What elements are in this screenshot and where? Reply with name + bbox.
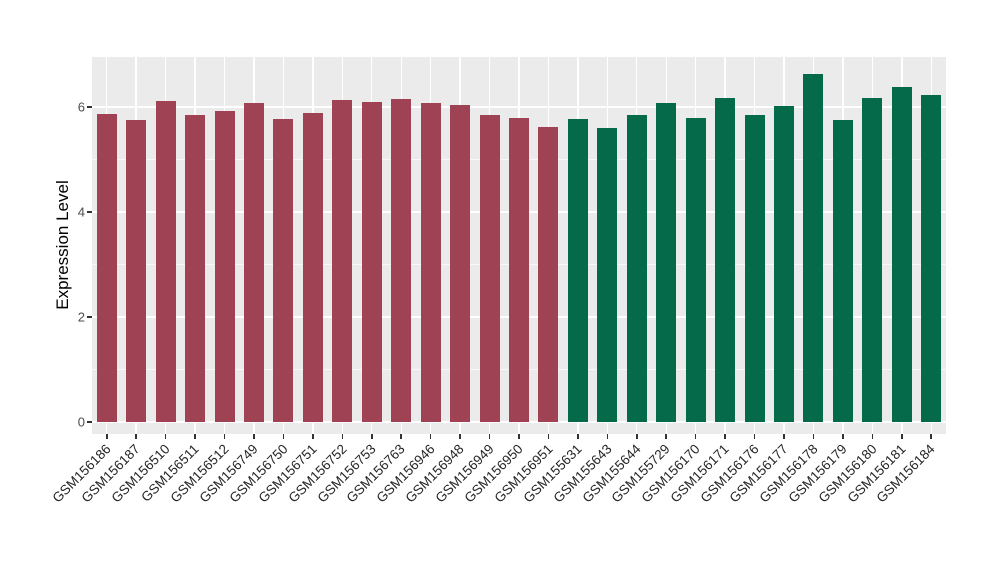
y-tick-label: 0 [77,414,85,430]
x-tick-mark [901,434,903,439]
x-tick-mark [135,434,137,439]
bar [96,113,117,422]
x-tick-mark [753,434,756,439]
x-tick-mark [724,434,726,439]
bar [214,110,235,422]
plot-panel [92,57,946,434]
x-tick-mark [635,434,638,439]
x-tick-mark [370,434,373,439]
bar [273,118,294,422]
x-tick-mark [253,434,255,439]
bar [567,119,588,422]
y-tick-label: 2 [77,309,85,325]
y-axis-title: Expression Level [53,180,72,310]
bar [332,100,353,422]
bar [803,73,824,422]
x-tick-mark [871,434,874,439]
bar [715,98,736,422]
bar [685,117,706,422]
bar [391,99,412,422]
x-tick-mark [518,434,520,439]
x-tick-mark [400,434,402,439]
x-tick-mark [282,434,285,439]
bar [921,95,942,422]
y-tick-label: 6 [77,99,85,115]
y-tick-mark [87,316,92,318]
x-tick-mark [812,434,815,439]
x-tick-mark [429,434,432,439]
x-tick-mark [783,434,785,439]
x-tick-mark [312,434,314,439]
bar [774,105,795,422]
x-tick-mark [194,434,196,439]
x-tick-mark [694,434,697,439]
x-tick-mark [930,434,933,439]
bar [656,102,677,422]
x-tick-mark [105,434,108,439]
y-tick-mark [87,421,92,423]
bar [243,102,264,422]
bar [450,105,471,422]
y-tick-mark [87,106,92,108]
x-tick-mark [488,434,491,439]
x-tick-mark [606,434,609,439]
gridline-major [92,106,946,108]
bar [626,114,647,422]
bar [862,98,883,422]
x-tick-mark [223,434,226,439]
x-tick-mark [164,434,167,439]
bar [597,128,618,422]
x-tick-mark [665,434,668,439]
x-tick-mark [341,434,344,439]
x-tick-mark [547,434,550,439]
y-tick-label: 4 [77,204,85,220]
y-tick-mark [87,211,92,213]
bar [361,101,382,422]
x-tick-mark [577,434,579,439]
bar [744,115,765,422]
x-tick-mark [459,434,461,439]
bar [509,117,529,422]
bar [302,113,323,422]
bar [832,119,853,422]
x-tick-mark [842,434,844,439]
bar [155,100,176,422]
bar [126,120,147,422]
bar [420,102,441,422]
bar [891,87,912,422]
bar [538,126,559,422]
bar [185,114,206,422]
bar [479,114,500,422]
